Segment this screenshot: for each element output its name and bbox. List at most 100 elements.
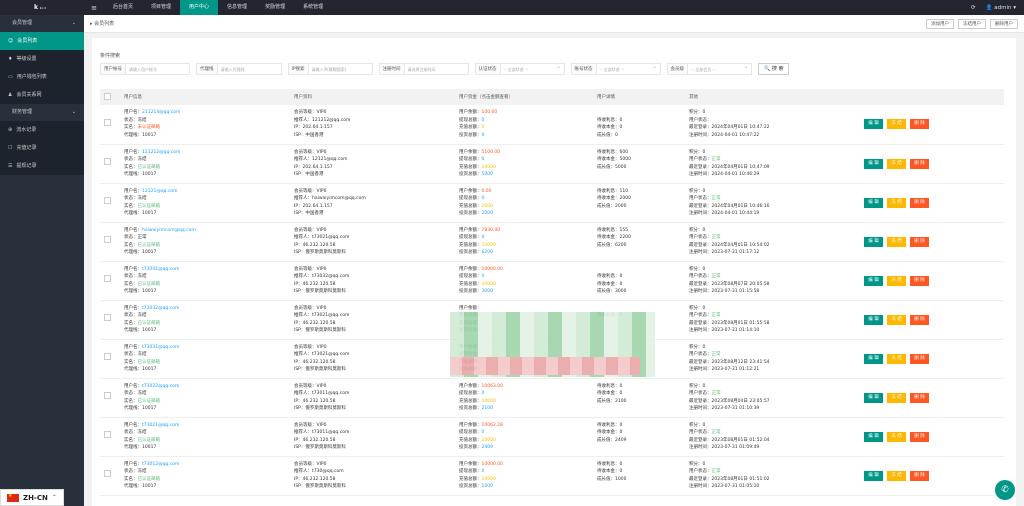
delete-button[interactable]: 删 除	[910, 392, 929, 403]
field-value: 46.232.120.58	[302, 476, 336, 482]
field-value: VIP0	[316, 461, 327, 467]
tab-action-button-1[interactable]: 冻结用户	[958, 18, 986, 29]
row-checkbox[interactable]	[104, 392, 111, 400]
field-label: 状态：	[124, 469, 138, 474]
user-menu[interactable]: 👤 admin ▾	[985, 4, 1016, 11]
row-checkbox[interactable]	[104, 431, 111, 439]
select-all-checkbox[interactable]	[104, 92, 111, 100]
field-label: 推荐人：	[294, 196, 312, 201]
freeze-button[interactable]: 冻 结	[887, 197, 906, 208]
refresh-icon[interactable]: ⟳	[971, 4, 976, 11]
field-label: 推荐人：	[294, 391, 312, 396]
row-checkbox[interactable]	[104, 275, 111, 283]
field-value: 0	[702, 266, 706, 272]
row-checkbox[interactable]	[104, 236, 111, 244]
search-field-input[interactable]: 请输入代理线	[217, 63, 282, 75]
search-field-input[interactable]: -- 全部会员 --	[688, 62, 753, 75]
field-label: 注册时间：	[689, 132, 712, 138]
field-label: 状态：	[124, 235, 138, 240]
column-header-1: 用户资料	[294, 95, 312, 100]
edit-button[interactable]: 编 辑	[864, 431, 883, 442]
row-checkbox[interactable]	[104, 197, 111, 205]
tab-action-button-0[interactable]: 添加用户	[926, 18, 954, 29]
delete-button[interactable]: 删 除	[910, 275, 929, 286]
nav-item-5[interactable]: 系统管理	[303, 4, 324, 10]
field-label: 充值总额：	[459, 125, 482, 131]
freeze-button[interactable]: 冻 结	[887, 392, 906, 403]
field-label: 推荐人：	[294, 469, 312, 474]
field-value: 已认证邮箱	[137, 242, 161, 248]
field-label: 充值总额：	[459, 281, 482, 287]
freeze-button[interactable]: 冻 结	[887, 353, 906, 364]
sidebar-item-2[interactable]: ▭ 用户钱包列表	[0, 68, 84, 86]
chat-icon[interactable]: ✆	[995, 480, 1015, 500]
edit-button[interactable]: 编 辑	[864, 119, 883, 130]
delete-button[interactable]: 删 除	[910, 158, 929, 169]
freeze-button[interactable]: 冻 结	[887, 275, 906, 286]
row-checkbox[interactable]	[104, 353, 111, 361]
field-value: 正常	[711, 313, 721, 318]
tab-member-list[interactable]: ▸ 会员列表	[90, 21, 115, 27]
nav-item-3[interactable]: 信息管理	[227, 4, 248, 10]
field-label: 充值总额：	[459, 203, 482, 209]
edit-button[interactable]: 编 辑	[864, 197, 883, 208]
edit-button[interactable]: 编 辑	[864, 392, 883, 403]
delete-button[interactable]: 删 除	[910, 353, 929, 364]
tab-action-button-2[interactable]: 删除用户	[990, 18, 1018, 29]
nav-item-2[interactable]: 用户中心	[180, 0, 219, 15]
freeze-button[interactable]: 冻 结	[887, 158, 906, 169]
search-button[interactable]: 🔍 搜 索	[758, 63, 790, 75]
field-label: 代理线：	[124, 367, 142, 372]
edit-button[interactable]: 编 辑	[864, 470, 883, 481]
row-checkbox[interactable]	[104, 158, 111, 166]
sidebar-item-1[interactable]: ♦ 等级设置	[0, 50, 84, 68]
delete-button[interactable]: 删 除	[910, 119, 929, 130]
language-selector[interactable]: ZH-CN⌃	[0, 489, 64, 506]
field-value: 2100	[481, 406, 493, 411]
delete-button[interactable]: 删 除	[910, 314, 929, 325]
nav-item-4[interactable]: 奖励管理	[265, 4, 286, 10]
row-checkbox[interactable]	[104, 470, 111, 478]
delete-button[interactable]: 删 除	[910, 470, 929, 481]
china-flag-icon	[7, 493, 19, 502]
sidebar-icon: ☰	[8, 163, 13, 169]
sidebar-finance-item-0[interactable]: ⊕ 流水记录	[0, 121, 84, 139]
freeze-button[interactable]: 冻 结	[887, 119, 906, 130]
nav-item-0[interactable]: 后台首页	[113, 4, 134, 10]
search-field-label: 代理线	[196, 63, 218, 75]
field-value: 0	[481, 117, 485, 123]
search-field-input[interactable]: 请选择注册时间	[404, 63, 469, 75]
row-checkbox[interactable]	[104, 119, 111, 126]
freeze-button[interactable]: 冻 结	[887, 470, 906, 481]
search-field-input[interactable]: 请输入用户帐号	[126, 63, 190, 75]
row-actions: 编 辑冻 结删 除	[864, 353, 1004, 364]
menu-toggle-icon[interactable]: ≡	[91, 3, 97, 12]
field-value: 0	[702, 110, 706, 116]
field-label: 用户余额：	[459, 383, 482, 389]
delete-button[interactable]: 删 除	[910, 431, 929, 442]
edit-button[interactable]: 编 辑	[864, 275, 883, 286]
sidebar-group-finance[interactable]: 财务管理 ⌄	[0, 104, 84, 121]
search-field-input[interactable]: -- 全部状态 --	[500, 62, 565, 75]
edit-button[interactable]: 编 辑	[864, 353, 883, 364]
delete-button[interactable]: 删 除	[910, 197, 929, 208]
sidebar-item-3[interactable]: ♟ 会员关系网	[0, 86, 84, 104]
freeze-button[interactable]: 冻 结	[887, 431, 906, 442]
edit-button[interactable]: 编 辑	[864, 236, 883, 247]
field-label: 提现总额：	[459, 196, 482, 201]
sidebar-finance-item-2[interactable]: ☰ 提现记录	[0, 157, 84, 175]
field-label: ISP：	[294, 211, 306, 216]
freeze-button[interactable]: 冻 结	[887, 236, 906, 247]
edit-button[interactable]: 编 辑	[864, 314, 883, 325]
nav-item-1[interactable]: 项目管理	[151, 4, 172, 10]
search-field-input[interactable]: 请输入IP(模糊搜索)	[308, 63, 373, 75]
edit-button[interactable]: 编 辑	[864, 158, 883, 169]
sidebar-group-members[interactable]: 会员管理 ⌄	[0, 15, 84, 32]
search-field-input[interactable]: -- 全部状态 --	[596, 62, 661, 75]
sidebar-icon: ▭	[8, 74, 13, 80]
freeze-button[interactable]: 冻 结	[887, 314, 906, 325]
row-checkbox[interactable]	[104, 314, 111, 322]
delete-button[interactable]: 删 除	[910, 236, 929, 247]
sidebar-item-0[interactable]: ☺ 会员列表	[0, 32, 84, 50]
sidebar-finance-item-1[interactable]: ☐ 充值记录	[0, 139, 84, 157]
